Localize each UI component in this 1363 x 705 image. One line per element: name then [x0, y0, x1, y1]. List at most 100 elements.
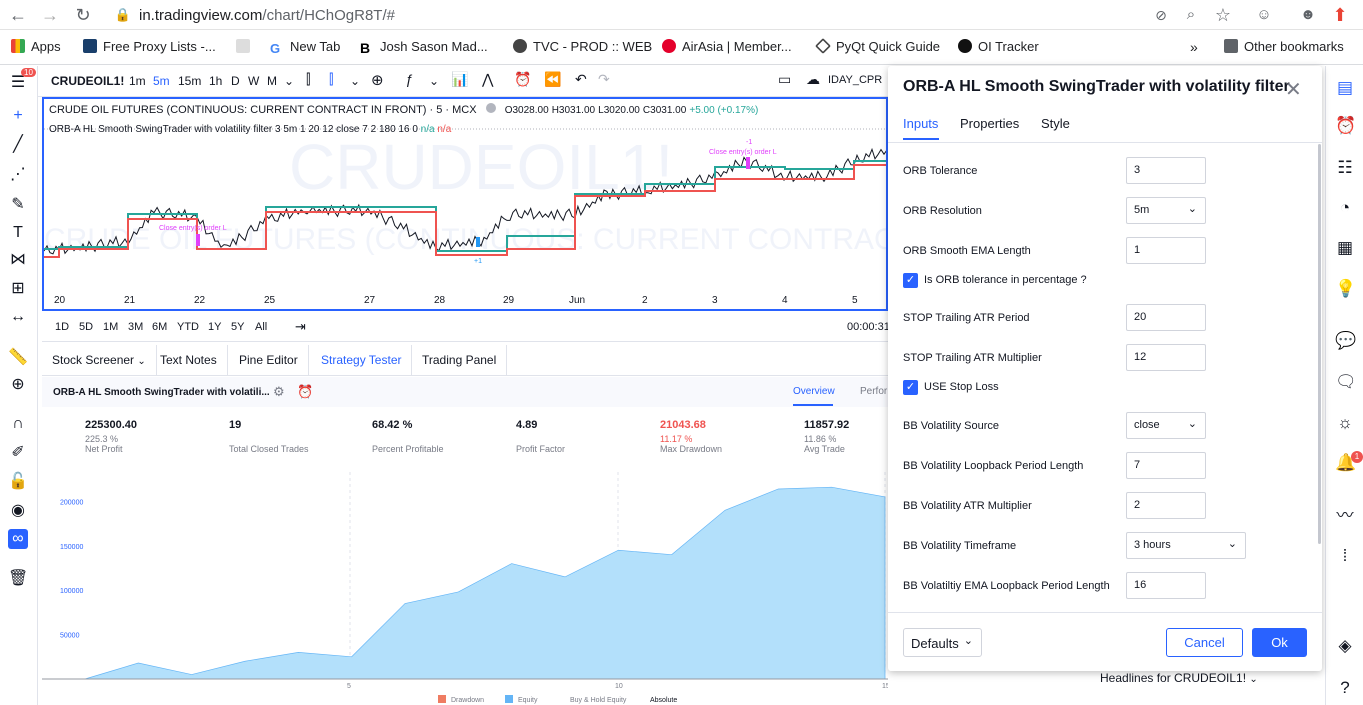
study-legend[interactable]: ORB-A HL Smooth SwingTrader with volatil…: [49, 124, 451, 135]
extension-icon[interactable]: ☺: [1256, 6, 1272, 23]
headlines-link[interactable]: Headlines for CRUDEOIL1! ⌄: [1100, 671, 1258, 685]
bookmark-new-tab[interactable]: G New Tab: [270, 39, 340, 56]
legend-item[interactable]: Buy & Hold Equity: [570, 697, 627, 704]
menu-icon[interactable]: ☰: [10, 74, 26, 91]
templates-icon[interactable]: ⋀: [482, 71, 494, 87]
lock-drawing-icon[interactable]: ✐: [11, 444, 25, 461]
bars-style-icon[interactable]: ⫿: [306, 71, 311, 87]
style-chevron-icon[interactable]: ⌄: [350, 74, 361, 88]
tab-strategy-tester[interactable]: Strategy Tester: [311, 345, 413, 376]
tab-stock-screener[interactable]: Stock Screener ⌄: [42, 345, 157, 376]
bookmark-airasia[interactable]: AirAsia | Member...: [662, 39, 792, 54]
indicators-icon[interactable]: ƒ: [405, 71, 413, 87]
streams-icon[interactable]: 🗨: [1335, 372, 1357, 391]
bookmark-other[interactable]: Other bookmarks: [1224, 39, 1344, 54]
data-window-icon[interactable]: ☷: [1337, 158, 1353, 177]
symbol-search[interactable]: CRUDEOIL1!: [51, 74, 125, 88]
interval-m[interactable]: M: [267, 74, 277, 88]
number-input[interactable]: 12: [1126, 344, 1206, 371]
prediction-icon[interactable]: ⊞: [11, 280, 25, 297]
profile-icon[interactable]: ☻: [1300, 6, 1316, 23]
alerts-clock-icon[interactable]: ⏰: [1335, 116, 1357, 135]
select-input[interactable]: 3 hours ⌄: [1126, 532, 1246, 559]
trendline-icon[interactable]: ╱: [13, 136, 23, 153]
more-bookmarks-chevron-icon[interactable]: »: [1190, 39, 1198, 55]
cancel-button[interactable]: Cancel: [1166, 628, 1243, 657]
interval-1m[interactable]: 1m: [129, 74, 146, 88]
candles-icon[interactable]: ⫿: [329, 71, 334, 87]
ok-button[interactable]: Ok: [1252, 628, 1307, 657]
bookmark-pyqt[interactable]: PyQt Quick Guide: [815, 38, 940, 54]
strategy-name[interactable]: ORB-A HL Smooth SwingTrader with volatil…: [53, 387, 270, 398]
number-input[interactable]: 20: [1126, 304, 1206, 331]
number-input[interactable]: 2: [1126, 492, 1206, 519]
financials-icon[interactable]: 📊: [451, 71, 469, 87]
zoom-icon[interactable]: ⌕: [1186, 6, 1196, 23]
chat-icon[interactable]: 💬: [1335, 331, 1357, 350]
undo-icon[interactable]: ↶: [575, 71, 587, 87]
range-ytd[interactable]: YTD: [177, 321, 199, 333]
range-all[interactable]: All: [255, 321, 268, 333]
interval-5m[interactable]: 5m: [153, 74, 170, 88]
settings-gear-icon[interactable]: ⚙: [273, 384, 285, 399]
replay-icon[interactable]: ⏪: [544, 71, 562, 87]
star-icon[interactable]: ☆: [1214, 5, 1232, 25]
interval-d[interactable]: D: [231, 74, 240, 88]
range-6m[interactable]: 6M: [152, 321, 168, 333]
unlock-icon[interactable]: 🔓: [8, 473, 28, 490]
scrollbar[interactable]: [1318, 144, 1321, 544]
number-input[interactable]: 3: [1126, 157, 1206, 184]
lock-icon[interactable]: 🔒: [114, 7, 132, 22]
link-icon[interactable]: ∞: [8, 529, 28, 549]
zoom-in-icon[interactable]: ⊕: [11, 376, 25, 393]
goto-date-icon[interactable]: ⇥: [295, 319, 306, 334]
text-tool-icon[interactable]: T: [13, 224, 23, 241]
tab-trading-panel[interactable]: Trading Panel: [412, 345, 508, 376]
interval-chevron-icon[interactable]: ⌄: [284, 74, 295, 88]
alarm-icon[interactable]: ⏰: [297, 384, 314, 399]
range-5y[interactable]: 5Y: [231, 321, 245, 333]
checkbox[interactable]: ✓: [903, 380, 918, 395]
bookmark-tvc[interactable]: TVC - PROD :: WEB: [513, 39, 652, 54]
range-1d[interactable]: 1D: [55, 321, 70, 333]
tab-inputs[interactable]: Inputs: [903, 116, 939, 131]
range-1m[interactable]: 1M: [103, 321, 119, 333]
bookmark-proxy[interactable]: Free Proxy Lists -...: [83, 39, 216, 54]
legend-item[interactable]: Absolute: [650, 697, 677, 704]
tab-style[interactable]: Style: [1041, 116, 1070, 131]
layers-icon[interactable]: ◈: [1338, 636, 1352, 655]
eye-icon[interactable]: ◉: [11, 502, 25, 519]
interval-w[interactable]: W: [248, 74, 260, 88]
crosshair-icon[interactable]: +: [13, 107, 23, 124]
legend-item[interactable]: Equity: [518, 697, 538, 704]
bookmark-apps[interactable]: Apps: [11, 39, 61, 54]
blocked-icon[interactable]: ⊘: [1155, 7, 1167, 23]
pattern-icon[interactable]: ⋈: [10, 251, 26, 268]
bookmark-unnamed[interactable]: [236, 39, 256, 54]
legend-item[interactable]: Drawdown: [451, 697, 484, 704]
layout-icon[interactable]: ▭: [778, 71, 792, 87]
legend-swatch[interactable]: [505, 695, 513, 703]
range-1y[interactable]: 1Y: [208, 321, 222, 333]
magnet-icon[interactable]: ∩: [12, 415, 24, 432]
lightbulb-icon[interactable]: ☼: [1337, 413, 1353, 432]
close-icon[interactable]: ✕: [1285, 79, 1302, 101]
help-icon[interactable]: ?: [1340, 678, 1350, 697]
ruler-icon[interactable]: 📏: [8, 349, 28, 366]
range-5d[interactable]: 5D: [79, 321, 94, 333]
interval-1h[interactable]: 1h: [209, 74, 223, 88]
forward-arrow-icon[interactable]: →: [41, 5, 59, 25]
tab-overview[interactable]: Overview: [793, 386, 835, 397]
chart-canvas[interactable]: CRUDEOIL1! CRUDE OIL FUTURES (CONTINUOUS…: [44, 99, 888, 311]
interval-15m[interactable]: 15m: [178, 74, 202, 88]
ideas-icon[interactable]: 💡: [1335, 279, 1357, 298]
bookmark-oi-tracker[interactable]: OI Tracker: [958, 39, 1039, 54]
reload-icon[interactable]: ↻: [75, 5, 91, 25]
tab-performance[interactable]: Perfor: [860, 386, 888, 397]
number-input[interactable]: 7: [1126, 452, 1206, 479]
order-panel-icon[interactable]: ⁞: [1342, 546, 1348, 565]
defaults-button[interactable]: Defaults ⌄: [903, 628, 982, 657]
number-input[interactable]: 16: [1126, 572, 1206, 599]
compare-icon[interactable]: ⊕: [371, 72, 384, 89]
cloud-icon[interactable]: ☁: [806, 71, 820, 87]
